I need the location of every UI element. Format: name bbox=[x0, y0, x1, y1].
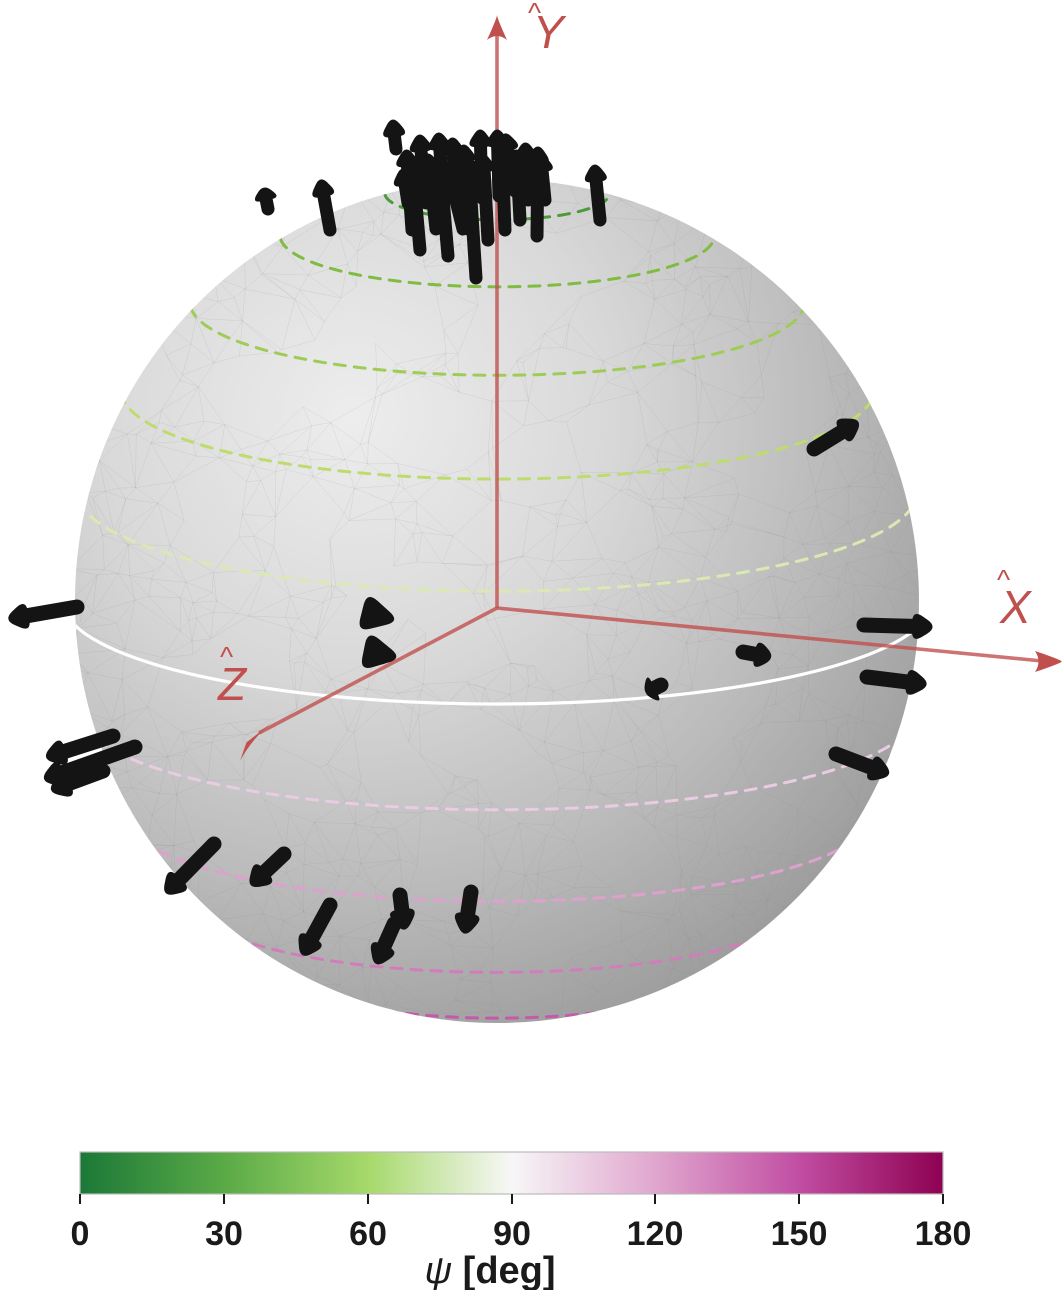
svg-text:60: 60 bbox=[349, 1215, 387, 1253]
svg-text:120: 120 bbox=[627, 1215, 684, 1253]
svg-text:^: ^ bbox=[528, 0, 541, 28]
svg-text:ψ [deg]: ψ [deg] bbox=[424, 1250, 555, 1290]
svg-text:^: ^ bbox=[997, 564, 1010, 595]
svg-text:^: ^ bbox=[220, 641, 233, 672]
svg-text:150: 150 bbox=[771, 1215, 828, 1253]
svg-text:30: 30 bbox=[205, 1215, 243, 1253]
svg-text:0: 0 bbox=[71, 1215, 90, 1253]
svg-text:180: 180 bbox=[915, 1215, 972, 1253]
svg-text:90: 90 bbox=[493, 1215, 531, 1253]
